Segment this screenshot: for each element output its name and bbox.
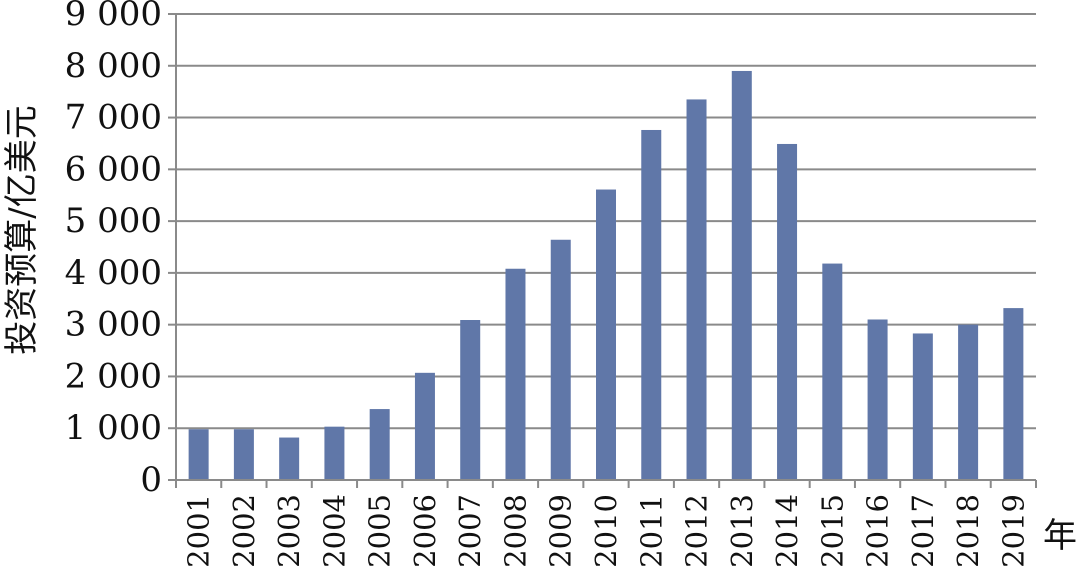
x-tick-label: 2019 bbox=[996, 494, 1030, 568]
y-tick-label: 6 000 bbox=[65, 149, 162, 189]
x-tick-label: 2003 bbox=[272, 494, 306, 568]
bar-2019 bbox=[1003, 308, 1024, 480]
x-tick-label: 2008 bbox=[498, 494, 532, 568]
bars bbox=[188, 70, 1024, 480]
bar-2007 bbox=[460, 320, 481, 480]
x-tick-label: 2017 bbox=[906, 494, 940, 568]
bar-2010 bbox=[596, 189, 616, 480]
y-tick-labels: 0 1 000 2 000 3 000 4 000 5 000 6 000 7 000 8 00… bbox=[65, 0, 162, 500]
x-tick-label: 2015 bbox=[815, 494, 849, 568]
bar-2014 bbox=[777, 143, 798, 480]
x-tick-label: 2012 bbox=[680, 494, 714, 568]
x-tick-label: 2016 bbox=[861, 494, 895, 568]
bar-2013 bbox=[731, 70, 752, 480]
bar-2002 bbox=[233, 429, 254, 480]
x-axis-title: 年 bbox=[1043, 516, 1077, 556]
bar-2005 bbox=[369, 409, 390, 480]
x-tick-labels: 2001 2002 2003 2004 2005 2006 2007 2008 2009 2010… bbox=[182, 494, 1031, 568]
x-tick-label: 2018 bbox=[951, 494, 985, 568]
x-tick-label: 2013 bbox=[725, 494, 759, 568]
x-tick-label: 2014 bbox=[770, 494, 804, 568]
bar-2009 bbox=[550, 239, 571, 480]
y-axis-title: 投资预算/亿美元 bbox=[2, 105, 42, 354]
y-tick-label: 7 000 bbox=[65, 98, 162, 138]
x-tick-label: 2010 bbox=[589, 494, 623, 568]
y-tick-label: 9 000 bbox=[65, 0, 162, 34]
x-tick-label: 2002 bbox=[227, 494, 261, 568]
x-tick-label: 2011 bbox=[634, 494, 668, 568]
bar-2003 bbox=[279, 437, 300, 480]
bar-2016 bbox=[867, 319, 888, 480]
bar-2011 bbox=[641, 129, 662, 480]
x-tick-label: 2004 bbox=[317, 494, 351, 568]
axes bbox=[168, 13, 1037, 488]
y-tick-label: 5 000 bbox=[65, 201, 162, 241]
x-tick-label: 2007 bbox=[453, 494, 487, 568]
x-tick-label: 2001 bbox=[182, 494, 216, 568]
bar-2006 bbox=[414, 372, 435, 480]
bar-2008 bbox=[505, 268, 526, 480]
y-tick-label: 0 bbox=[140, 460, 162, 500]
y-tick-label: 3 000 bbox=[65, 305, 162, 345]
x-tick-label: 2005 bbox=[363, 494, 397, 568]
x-tick-label: 2009 bbox=[544, 494, 578, 568]
y-tick-label: 1 000 bbox=[65, 408, 162, 448]
bar-2018 bbox=[958, 324, 979, 480]
bar-2015 bbox=[822, 263, 843, 480]
y-tick-label: 4 000 bbox=[65, 253, 162, 293]
bar-2017 bbox=[912, 333, 933, 480]
y-tick-label: 2 000 bbox=[65, 356, 162, 396]
bar-2012 bbox=[686, 99, 707, 480]
y-tick-label: 8 000 bbox=[65, 46, 162, 86]
x-tick-label: 2006 bbox=[408, 494, 442, 568]
bar-2001 bbox=[188, 429, 209, 480]
bar-2004 bbox=[324, 426, 345, 480]
